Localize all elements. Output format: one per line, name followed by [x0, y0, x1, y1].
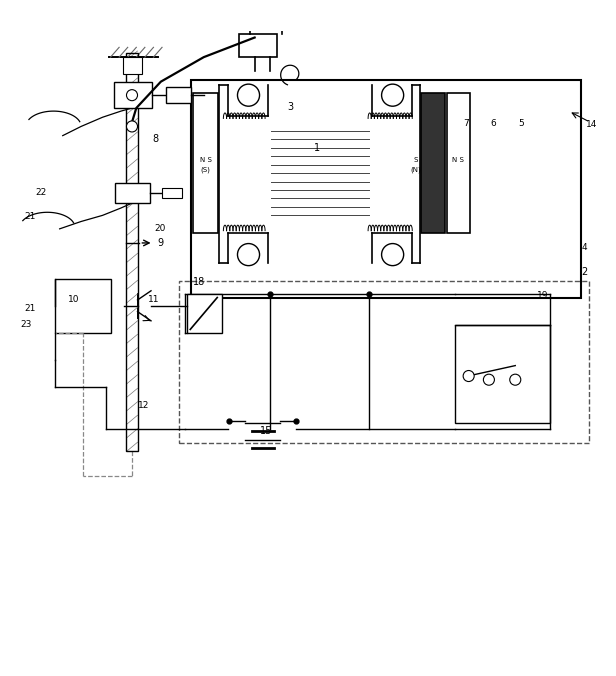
Bar [126, 53, 137, 452]
Text: 1: 1 [314, 143, 320, 153]
Text: 6: 6 [490, 119, 496, 128]
Text: 15: 15 [260, 426, 272, 436]
Text: 23: 23 [20, 320, 31, 329]
Text: 21: 21 [24, 212, 35, 221]
Text: 22: 22 [36, 187, 47, 197]
Text: 14: 14 [586, 120, 597, 129]
Text: 11: 11 [148, 295, 159, 304]
Bar [240, 34, 277, 57]
Text: 19: 19 [537, 291, 548, 299]
Circle shape [381, 243, 403, 266]
Bar [115, 183, 150, 203]
Text: 18: 18 [193, 276, 205, 287]
Text: (N): (N) [410, 166, 421, 172]
Bar [123, 57, 142, 74]
Circle shape [126, 90, 137, 101]
Text: 12: 12 [138, 401, 149, 410]
Text: N S: N S [452, 157, 464, 163]
Bar [455, 324, 550, 422]
Bar [193, 93, 218, 233]
Circle shape [463, 370, 474, 381]
Text: 20: 20 [154, 224, 165, 233]
Bar [421, 93, 445, 233]
Bar [192, 80, 581, 298]
Text: 5: 5 [519, 119, 524, 128]
Text: (S): (S) [201, 166, 211, 172]
Circle shape [238, 243, 259, 266]
Circle shape [484, 375, 495, 385]
Bar [162, 189, 182, 198]
Text: N S: N S [200, 157, 211, 163]
Text: 10: 10 [68, 295, 79, 304]
Bar [55, 279, 110, 333]
Text: 9: 9 [158, 238, 164, 248]
Text: 4: 4 [581, 243, 587, 251]
Text: 8: 8 [153, 134, 159, 144]
Circle shape [510, 375, 521, 385]
Text: 7: 7 [463, 119, 469, 128]
Text: 3: 3 [288, 103, 294, 112]
Bar [166, 87, 192, 103]
Bar [113, 82, 152, 108]
Circle shape [381, 84, 403, 106]
Bar [179, 281, 589, 443]
Bar [447, 93, 470, 233]
Circle shape [126, 121, 137, 132]
Bar [187, 294, 222, 333]
Text: 21: 21 [24, 304, 35, 313]
Text: 2: 2 [581, 267, 587, 276]
Text: S: S [413, 157, 418, 163]
Circle shape [238, 84, 259, 106]
